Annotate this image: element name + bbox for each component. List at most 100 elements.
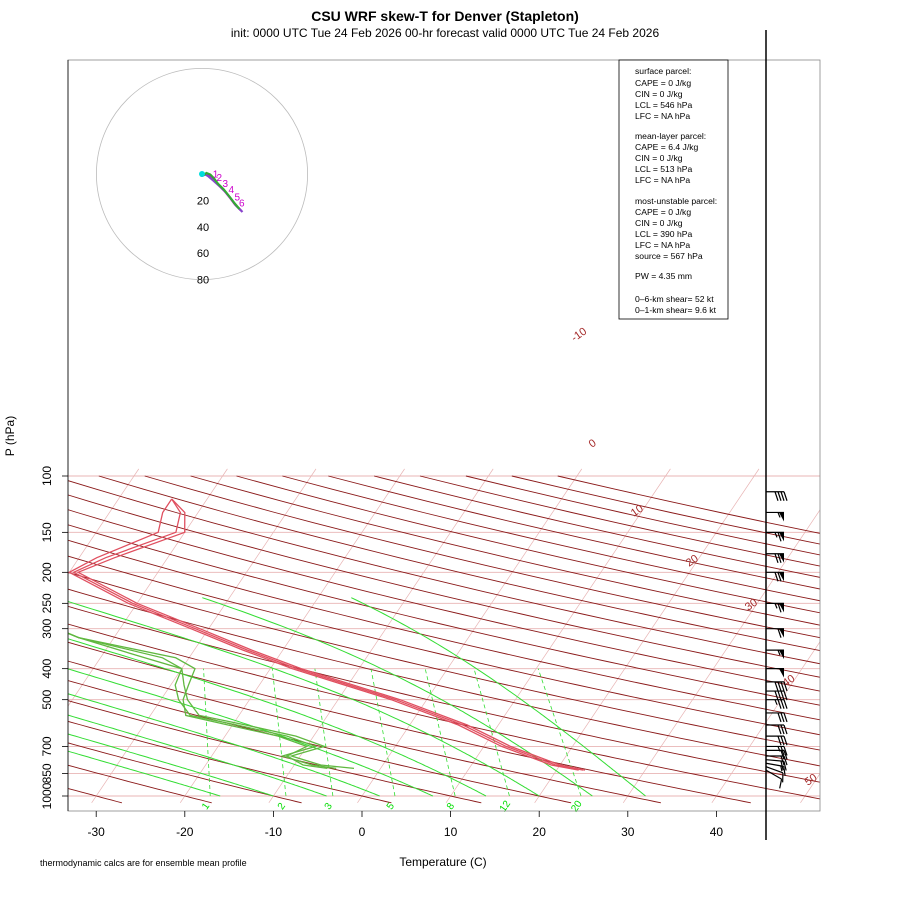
wind-barb-flag bbox=[783, 491, 788, 501]
mixing-ratio-label: 2 bbox=[276, 801, 288, 812]
isotherm-line bbox=[800, 773, 820, 803]
wind-barb bbox=[766, 699, 788, 709]
wind-barb-flag bbox=[780, 755, 785, 766]
wind-barb-flag bbox=[783, 724, 788, 735]
wind-barb-pennant bbox=[779, 603, 784, 613]
wind-barb-flag bbox=[783, 699, 788, 709]
wind-barb bbox=[766, 491, 788, 501]
hodograph-height-mark: 3 bbox=[223, 179, 229, 190]
wind-barb-pennant bbox=[779, 650, 784, 660]
wind-barb bbox=[766, 690, 788, 701]
y-tick-label: 100 bbox=[40, 466, 54, 486]
y-tick-label: 200 bbox=[40, 562, 54, 582]
mixing-ratio-label: 1 bbox=[200, 801, 212, 812]
moist-adiabat bbox=[68, 600, 540, 797]
dry-adiabat bbox=[68, 524, 820, 706]
wind-barb-flag bbox=[780, 724, 785, 735]
wind-barb bbox=[766, 649, 784, 660]
wind-barb-pennant bbox=[779, 532, 784, 542]
wind-barb-flag bbox=[774, 553, 779, 563]
wind-barb-flag bbox=[783, 766, 786, 776]
mixing-ratio-line bbox=[314, 668, 334, 797]
wind-barb-pennant bbox=[779, 512, 784, 522]
wind-barb-flag bbox=[783, 690, 788, 701]
wind-barb-flag bbox=[783, 761, 787, 771]
wind-barb-flag bbox=[777, 690, 782, 701]
moist-adiabat bbox=[351, 597, 646, 797]
dry-adiabat bbox=[68, 480, 820, 665]
wind-barb-pennant bbox=[779, 668, 784, 678]
isotherm-line bbox=[889, 469, 900, 803]
x-tick-label: 40 bbox=[710, 825, 724, 839]
x-tick-label: -20 bbox=[176, 825, 194, 839]
dry-adiabat bbox=[68, 494, 820, 678]
isotherm-line bbox=[68, 468, 228, 707]
dewpoint-profile bbox=[68, 632, 328, 770]
wind-barb-flag bbox=[783, 681, 788, 692]
mixing-ratio-label: 12 bbox=[498, 798, 514, 814]
info-box-frame bbox=[618, 59, 729, 320]
wind-barb bbox=[765, 766, 784, 783]
surface-lfc: LFC = NA hPa bbox=[635, 111, 690, 121]
wind-barb-pennant bbox=[779, 572, 784, 582]
moist-adiabat bbox=[68, 714, 327, 797]
dry-adiabat bbox=[68, 588, 820, 767]
isotherm-label: -10 bbox=[569, 326, 589, 345]
isotherm-label: 20 bbox=[684, 553, 701, 570]
y-tick-label: 300 bbox=[40, 618, 54, 638]
dry-adiabat bbox=[68, 509, 820, 692]
moist-adiabat bbox=[68, 638, 487, 797]
wind-barb-flag bbox=[783, 746, 788, 756]
chart-subtitle: init: 0000 UTC Tue 24 Feb 2026 00-hr for… bbox=[231, 26, 660, 40]
surface-lcl: LCL = 546 hPa bbox=[635, 100, 692, 110]
shear-0-1km: 0–1-km shear= 9.6 kt bbox=[635, 305, 717, 315]
wind-barb-half-flag bbox=[777, 649, 781, 656]
dewpoint-profile bbox=[68, 632, 355, 770]
isotherm-line bbox=[91, 468, 317, 803]
wind-barb-half-flag bbox=[780, 765, 783, 772]
x-tick-label: 10 bbox=[444, 825, 458, 839]
x-tick-label: 30 bbox=[621, 825, 635, 839]
x-tick-label: 20 bbox=[533, 825, 547, 839]
isotherm-label: 30 bbox=[743, 597, 760, 614]
mean-layer-cape: CAPE = 6.4 J/kg bbox=[635, 142, 699, 152]
most-unstable-header: most-unstable parcel: bbox=[635, 196, 717, 206]
y-tick-label: 850 bbox=[40, 763, 54, 783]
y-tick-label: 400 bbox=[40, 658, 54, 678]
wind-barb-flag bbox=[783, 735, 788, 746]
mixing-ratio-label: 20 bbox=[569, 798, 585, 814]
isotherm-line bbox=[68, 468, 140, 575]
hodograph-height-mark: 5 bbox=[235, 193, 241, 204]
parcel-info-box: surface parcel: CAPE = 0 J/kg CIN = 0 J/… bbox=[618, 59, 729, 320]
dry-adiabat bbox=[68, 700, 482, 804]
dry-adiabat bbox=[68, 641, 751, 804]
wind-barb-flag bbox=[777, 572, 782, 582]
most-unstable-source: source = 567 hPa bbox=[635, 251, 703, 261]
wind-barb bbox=[766, 724, 788, 735]
dry-adiabat bbox=[68, 539, 820, 721]
wind-barb-flag bbox=[777, 681, 782, 692]
wind-barb-flag bbox=[777, 735, 782, 746]
wind-barb-half-flag bbox=[774, 603, 778, 609]
moist-adiabat bbox=[68, 733, 274, 797]
x-tick-label: 0 bbox=[359, 825, 366, 839]
wind-barb-flag bbox=[774, 572, 779, 582]
wind-barbs bbox=[765, 491, 788, 789]
wind-barb bbox=[766, 668, 784, 678]
wind-barb-flag bbox=[780, 712, 785, 723]
mean-layer-lcl: LCL = 513 hPa bbox=[635, 164, 692, 174]
dry-adiabat bbox=[236, 475, 820, 614]
dry-adiabat bbox=[68, 571, 820, 751]
wind-barb-flag bbox=[783, 755, 788, 766]
x-tick-label: -10 bbox=[265, 825, 283, 839]
most-unstable-cape: CAPE = 0 J/kg bbox=[635, 207, 691, 217]
wind-barb bbox=[766, 531, 784, 542]
wind-barb-flag bbox=[777, 724, 782, 735]
dry-adiabat bbox=[68, 787, 123, 804]
isotherm-label: 10 bbox=[629, 503, 646, 520]
dry-adiabat bbox=[144, 475, 820, 639]
temperature-profile bbox=[76, 498, 586, 771]
wind-barb bbox=[766, 755, 788, 766]
